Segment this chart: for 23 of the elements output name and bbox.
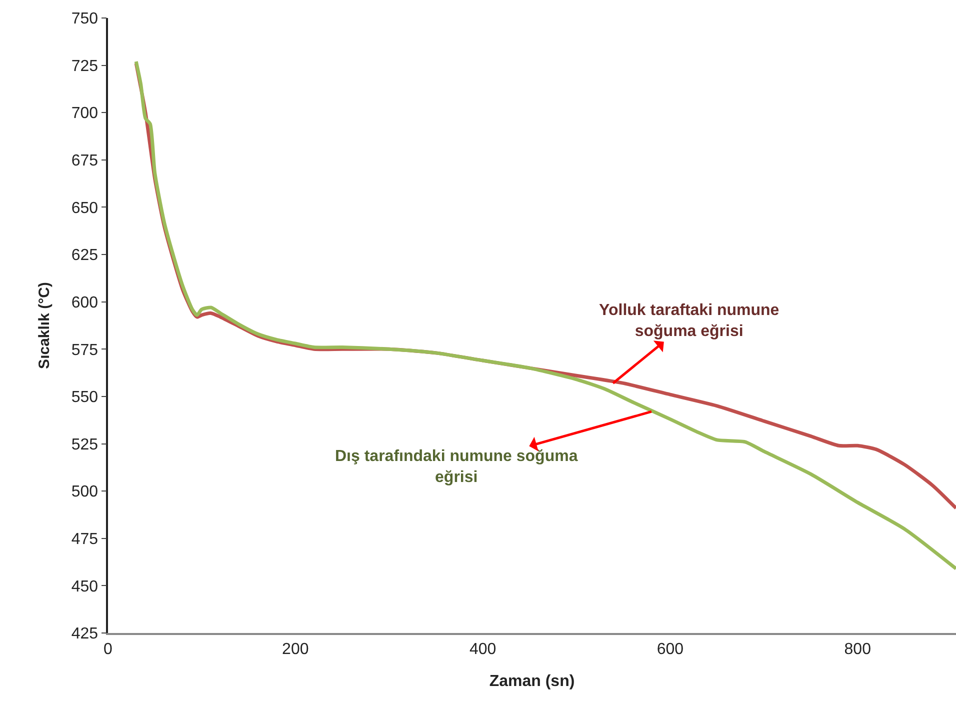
y-tick-label: 550 — [71, 389, 98, 406]
x-tick-label: 600 — [656, 640, 684, 658]
annotation: Dış tarafındaki numune soğuma eğrisi — [335, 448, 578, 486]
x-tick-label: 800 — [844, 640, 872, 658]
y-tick-label: 425 — [71, 626, 98, 643]
y-tick-label: 475 — [71, 530, 98, 548]
x-tick-label: 0 — [104, 640, 113, 658]
y-tick-label: 575 — [71, 342, 98, 359]
y-tick-label: 500 — [71, 484, 98, 501]
x-axis-title: Zaman (sn) — [489, 673, 575, 690]
y-tick-label: 675 — [71, 152, 98, 170]
y-axis-title: Sıcaklık (°C) — [36, 282, 54, 369]
y-tick-label: 725 — [71, 58, 98, 75]
y-tick-label: 625 — [71, 247, 98, 264]
y-tick-label: 700 — [71, 105, 98, 122]
y-tick-label: 525 — [71, 436, 98, 454]
y-tick-label: 450 — [71, 578, 98, 596]
x-tick-label: 400 — [469, 640, 496, 658]
x-tick-label: 200 — [282, 640, 309, 658]
y-tick-label: 600 — [71, 294, 98, 312]
y-tick-label: 650 — [71, 200, 98, 217]
annotation: Yolluk taraftaki numune soğuma eğrisi — [599, 302, 780, 340]
y-tick-label: 750 — [71, 10, 98, 28]
